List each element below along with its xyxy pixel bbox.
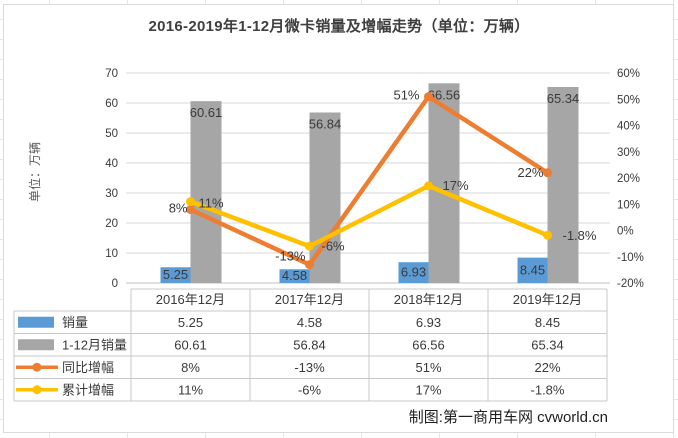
table-cell: 4.58 <box>297 315 322 330</box>
line-marker <box>305 241 314 251</box>
table-cell: 17% <box>415 382 441 397</box>
pct-label: -6% <box>322 238 346 253</box>
table-cell: 51% <box>415 360 441 375</box>
table-cell: 22% <box>534 360 560 375</box>
left-axis-tick-label: 60 <box>105 98 118 110</box>
table-cell: 8% <box>181 360 200 375</box>
right-axis-tick-label: 50% <box>617 94 640 106</box>
right-axis-tick-label: 20% <box>617 173 640 185</box>
right-axis-tick-label: -20% <box>617 278 644 290</box>
line-marker <box>543 230 552 240</box>
chart-title: 2016-2019年1-12月微卡销量及增幅走势（单位：万辆） <box>148 18 530 35</box>
table-header-cell: 2017年12月 <box>275 292 344 307</box>
legend-key-bar <box>18 339 54 351</box>
bar-label-cumulative: 60.61 <box>190 105 223 120</box>
bar-sales <box>160 267 191 283</box>
line-marker <box>305 260 314 270</box>
table-cell: 11% <box>178 382 203 397</box>
pct-label: -13% <box>275 249 306 264</box>
table-cell: -13% <box>294 360 325 375</box>
table-cell: 65.34 <box>531 337 564 352</box>
line-marker <box>186 205 195 214</box>
legend-label: 销量 <box>62 315 88 330</box>
table-header-cell: 2016年12月 <box>156 292 225 307</box>
right-axis-tick-label: 60% <box>617 68 640 80</box>
left-axis-tick-label: 30 <box>105 188 118 200</box>
pct-label: 8% <box>169 201 188 216</box>
legend-label: 1-12月销量 <box>62 337 127 352</box>
bar-sales <box>279 269 310 283</box>
table-cell: 60.61 <box>174 337 207 352</box>
line-marker <box>424 181 433 191</box>
right-axis-tick-label: 30% <box>617 147 640 159</box>
line-marker <box>543 168 552 178</box>
right-axis-tick-label: 0% <box>617 226 634 238</box>
table-cell: 8.45 <box>535 315 560 330</box>
legend-label: 同比增幅 <box>62 360 114 375</box>
bar-cumulative <box>428 83 460 283</box>
table-cell: -1.8% <box>531 382 565 397</box>
table-cell: 5.25 <box>178 315 203 330</box>
left-axis-tick-label: 50 <box>105 128 118 140</box>
legend-label: 累计增幅 <box>62 382 114 397</box>
table-cell: 6.93 <box>416 315 441 330</box>
line-series-yoy <box>188 94 550 267</box>
bar-label-sales: 8.45 <box>520 262 545 277</box>
bar-label-cumulative: 65.34 <box>547 91 580 106</box>
right-axis-tick-label: 10% <box>617 199 640 211</box>
pct-label: 51% <box>393 88 419 103</box>
bar-label-sales: 5.25 <box>163 267 188 282</box>
right-axis-tick-label: 40% <box>617 121 640 133</box>
line-series-cumgrowth <box>188 183 550 249</box>
pct-label: -1.8% <box>563 228 597 243</box>
legend-key-bar <box>18 316 54 328</box>
right-axis-tick-label: -10% <box>617 252 644 264</box>
credit-text: 制图:第一商用车网 cvworld.cn <box>408 409 608 426</box>
bar-cumulative <box>190 101 222 283</box>
bar-sales <box>398 262 429 283</box>
left-axis-tick-label: 0 <box>112 278 118 290</box>
left-axis-tick-label: 40 <box>105 158 118 170</box>
bar-label-cumulative: 56.84 <box>309 116 342 131</box>
pct-label: 22% <box>517 165 543 180</box>
bar-label-sales: 6.93 <box>401 265 426 280</box>
left-axis-tick-label: 10 <box>105 248 118 260</box>
table-cell: -6% <box>298 382 322 397</box>
table-cell: 56.84 <box>293 337 326 352</box>
table-header-cell: 2018年12月 <box>394 292 463 307</box>
bar-label-sales: 4.58 <box>282 268 307 283</box>
pct-label: 17% <box>443 178 469 193</box>
bar-cumulative <box>547 86 579 283</box>
bar-label-cumulative: 66.56 <box>428 87 461 102</box>
bar-sales <box>517 257 548 283</box>
pct-label: 11% <box>199 196 224 211</box>
legend-key-marker <box>32 362 42 372</box>
y-axis-title: 单位：万辆 <box>28 142 42 203</box>
table-header-cell: 2019年12月 <box>513 292 582 307</box>
legend-key-marker <box>32 385 42 395</box>
line-marker <box>424 92 433 102</box>
left-axis-tick-label: 20 <box>105 218 118 230</box>
table-cell: 66.56 <box>412 337 445 352</box>
line-marker <box>186 197 195 207</box>
left-axis-tick-label: 70 <box>105 68 118 80</box>
